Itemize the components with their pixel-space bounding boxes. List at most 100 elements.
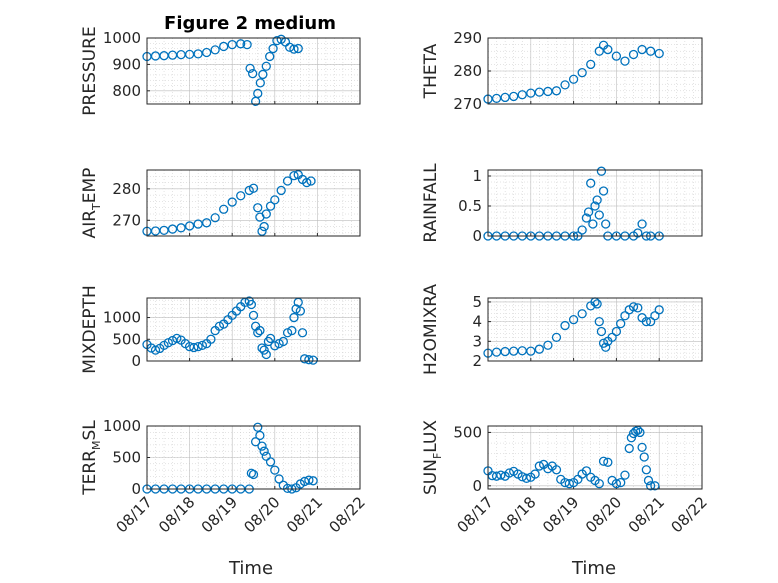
y-tick-label: 1000: [103, 309, 141, 327]
axes-frame: [146, 297, 361, 362]
data-point: [560, 80, 570, 90]
data-point: [257, 441, 267, 451]
y-tick-label: 900: [112, 55, 141, 73]
data-point: [259, 221, 269, 232]
data-point: [588, 219, 598, 229]
data-point: [302, 177, 312, 188]
data-point: [603, 457, 613, 467]
data-point: [285, 42, 295, 52]
y-axis-label: SUNFLUX: [421, 420, 444, 495]
data-point: [189, 342, 199, 353]
y-axis-label-rest: LUX: [421, 420, 441, 453]
subplot-terr_msl: 08/17 08/18 08/19 08/20 08/21 08/22 0 500 1000TE…: [80, 417, 369, 536]
x-axis-label-right: Time: [571, 558, 616, 579]
data-point: [598, 186, 609, 196]
data-point: [509, 91, 519, 102]
data-point: [255, 430, 265, 441]
figure-title: Figure 2 medium: [164, 13, 336, 34]
data-point: [278, 336, 288, 347]
y-axis-label-subscript: M: [90, 441, 103, 451]
data-point: [261, 349, 271, 360]
data-point: [645, 316, 656, 327]
data-point: [253, 88, 263, 99]
data-point: [577, 309, 587, 319]
data-point: [637, 44, 647, 55]
data-point: [289, 44, 299, 54]
data-point: [248, 310, 259, 321]
data-point: [620, 311, 630, 321]
y-tick-label: 5: [472, 293, 482, 311]
data-point: [193, 342, 203, 352]
data-point: [201, 218, 212, 228]
x-tick-label: 08/18: [496, 493, 539, 536]
y-tick-label: 270: [112, 211, 141, 229]
data-point: [236, 191, 246, 201]
data-point: [564, 479, 574, 489]
data-point: [598, 456, 609, 466]
data-point: [500, 92, 510, 103]
data-point: [193, 49, 203, 59]
data-point: [289, 171, 299, 181]
data-point: [246, 468, 257, 478]
data-point: [601, 342, 611, 352]
data-point: [650, 481, 660, 491]
data-point: [611, 51, 622, 61]
data-point: [197, 340, 208, 351]
data-point: [248, 183, 259, 193]
y-tick-label: 3: [472, 332, 482, 350]
subplot-rainfall: 0 0.5 1 RAINFALL: [421, 163, 703, 245]
y-axis-label: TERRMSL: [80, 420, 103, 496]
data-point: [289, 312, 299, 323]
data-point: [265, 51, 275, 62]
data-point: [201, 47, 212, 58]
data-point: [210, 45, 220, 55]
data-point: [594, 210, 604, 220]
data-point: [624, 443, 634, 454]
data-point: [586, 178, 596, 188]
data-point: [246, 299, 257, 310]
data-point: [184, 221, 195, 231]
data-point: [287, 325, 297, 336]
y-tick-label: 4: [472, 313, 482, 331]
data-point: [172, 333, 182, 344]
y-tick-label: 0: [131, 480, 141, 498]
data-point: [526, 88, 536, 98]
axes-frame: [487, 37, 703, 105]
data-point: [643, 475, 654, 486]
data-point: [611, 479, 622, 489]
data-point: [590, 201, 600, 211]
data-point: [219, 41, 229, 52]
data-point: [534, 344, 545, 354]
data-point: [551, 86, 562, 96]
y-axis-label-rest: EMP: [80, 168, 100, 204]
data-point: [282, 176, 293, 186]
y-axis-label-subscript: T: [90, 203, 103, 211]
axes-background: [146, 169, 361, 237]
data-point: [654, 48, 664, 59]
data-point: [496, 470, 506, 480]
data-point: [521, 473, 532, 483]
data-point: [583, 207, 594, 217]
data-point: [270, 195, 280, 205]
data-point: [577, 225, 587, 235]
data-point: [206, 334, 216, 344]
data-point: [639, 452, 649, 462]
y-axis-label: H2OMIXRA: [421, 284, 441, 375]
y-tick-label: 1: [472, 167, 482, 185]
data-point: [594, 46, 604, 56]
data-point: [530, 469, 540, 479]
data-point: [304, 355, 314, 365]
data-point: [253, 203, 263, 213]
data-point: [534, 461, 545, 471]
x-tick-label: 08/22: [668, 493, 711, 536]
y-axis-label: PRESSURE: [80, 26, 100, 115]
data-point: [219, 204, 229, 214]
y-tick-label: 280: [453, 62, 482, 80]
data-point: [304, 475, 314, 485]
data-point: [276, 185, 286, 196]
subplot-sun_flux: 08/17 08/18 08/19 08/20 08/21 08/22 0 500 SUNFLU…: [421, 420, 711, 537]
data-point: [293, 43, 303, 54]
data-point: [176, 223, 186, 233]
